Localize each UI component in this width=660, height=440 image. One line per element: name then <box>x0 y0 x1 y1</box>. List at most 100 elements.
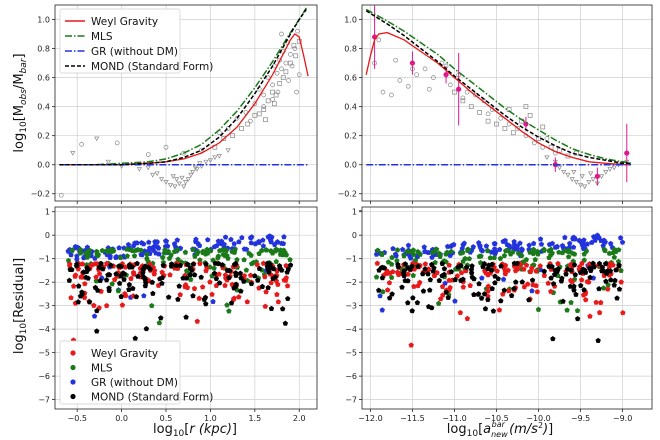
data-point-circle <box>261 92 267 98</box>
x-tick-label: −11.5 <box>400 414 425 423</box>
x-tick-label: −10.0 <box>526 414 551 423</box>
data-point-triangle-down <box>556 165 563 171</box>
residual-mond <box>94 307 100 314</box>
data-point-square <box>263 117 268 123</box>
data-point-circle <box>279 31 284 37</box>
data-point-triangle-down <box>582 184 588 190</box>
residual-mond <box>581 287 587 293</box>
residual-mond <box>508 292 515 298</box>
residual-mond <box>599 264 606 270</box>
legend-entry: Weyl Gravity <box>91 348 158 360</box>
residual-mond <box>92 284 99 290</box>
residual-weyl <box>274 291 280 297</box>
data-point-square <box>468 104 474 109</box>
residual-weyl <box>555 260 561 266</box>
residual-mls <box>411 251 417 257</box>
data-point-triangle-down <box>170 174 176 180</box>
residual-mond <box>106 271 113 278</box>
residual-mls <box>429 249 436 255</box>
data-point-triangle-down <box>611 165 617 171</box>
y-tick-label: −2 <box>345 278 357 287</box>
panel-top-left: −0.50.00.51.01.52.0−0.20.00.20.40.60.81.… <box>31 4 318 215</box>
residual-mls <box>436 250 442 256</box>
residual-mond <box>519 279 525 285</box>
data-point-circle <box>225 126 231 131</box>
residual-mond <box>266 260 272 266</box>
data-point-triangle-down <box>579 174 585 180</box>
residual-mls <box>269 250 276 256</box>
data-point-square <box>452 89 457 95</box>
residual-weyl <box>262 274 268 280</box>
data-point-triangle-down <box>163 180 169 185</box>
binned-point <box>523 121 529 127</box>
data-point-triangle-down <box>194 167 200 172</box>
residual-weyl <box>72 273 78 279</box>
residual-gr <box>163 238 170 244</box>
data-point-triangle-down <box>203 159 209 165</box>
residual-gr <box>152 239 158 245</box>
residual-weyl <box>422 261 429 267</box>
residual-weyl <box>464 315 471 321</box>
data-point-circle <box>485 111 491 117</box>
x-tick-label: 2.0 <box>293 414 306 423</box>
residual-gr <box>461 240 467 246</box>
residual-mond <box>256 265 263 271</box>
residual-gr <box>594 232 601 238</box>
data-point-triangle-down <box>544 155 550 161</box>
residual-weyl <box>78 274 84 280</box>
residual-mond <box>498 298 504 304</box>
data-point-square <box>239 126 244 131</box>
residual-weyl <box>593 299 599 305</box>
residual-mond <box>255 277 261 283</box>
residual-gr <box>134 240 140 246</box>
y-tick-label: 0.6 <box>344 74 357 83</box>
residual-mond <box>596 285 602 292</box>
residual-weyl <box>281 277 287 283</box>
residual-mond <box>190 293 196 299</box>
residual-gr <box>222 234 229 240</box>
data-point-square <box>523 104 529 109</box>
residual-mls <box>131 253 138 259</box>
residual-mond <box>73 263 80 269</box>
residual-mls <box>215 254 221 261</box>
residual-weyl <box>194 318 201 324</box>
residual-mls <box>263 247 270 253</box>
data-point-circle <box>389 92 394 98</box>
x-tick-label: −12.0 <box>358 414 383 423</box>
residual-weyl <box>262 303 269 309</box>
residual-gr <box>519 247 525 253</box>
data-point-square <box>477 110 483 115</box>
residual-weyl <box>587 313 593 319</box>
residual-mls <box>523 256 530 262</box>
residual-mond <box>546 263 552 269</box>
residual-mls <box>224 302 230 308</box>
residual-weyl <box>537 263 543 269</box>
x-tick-label: 1.5 <box>248 414 261 423</box>
residual-mls <box>171 248 178 254</box>
residual-mond <box>430 268 436 274</box>
residual-mond <box>113 271 119 277</box>
residual-mond <box>574 315 581 322</box>
residual-mond <box>69 266 75 272</box>
residual-gr <box>589 239 595 245</box>
residual-mond <box>106 287 112 293</box>
residual-mls <box>117 254 124 260</box>
residual-gr <box>252 240 259 247</box>
residual-mls <box>388 261 395 267</box>
residual-weyl <box>496 307 503 313</box>
data-point-circle <box>464 89 470 95</box>
residual-mls <box>388 274 395 280</box>
residual-mls <box>611 254 618 260</box>
residual-mond <box>422 266 428 272</box>
residual-weyl <box>207 279 213 285</box>
residual-weyl <box>199 284 206 290</box>
residual-weyl <box>446 277 452 283</box>
residual-mond <box>588 267 594 273</box>
residual-weyl <box>222 282 228 288</box>
data-point-square <box>230 133 235 139</box>
residual-mond <box>159 274 166 280</box>
residual-weyl <box>485 283 492 289</box>
residual-gr <box>526 242 532 248</box>
residual-weyl <box>254 261 260 267</box>
data-point-square <box>261 107 267 112</box>
